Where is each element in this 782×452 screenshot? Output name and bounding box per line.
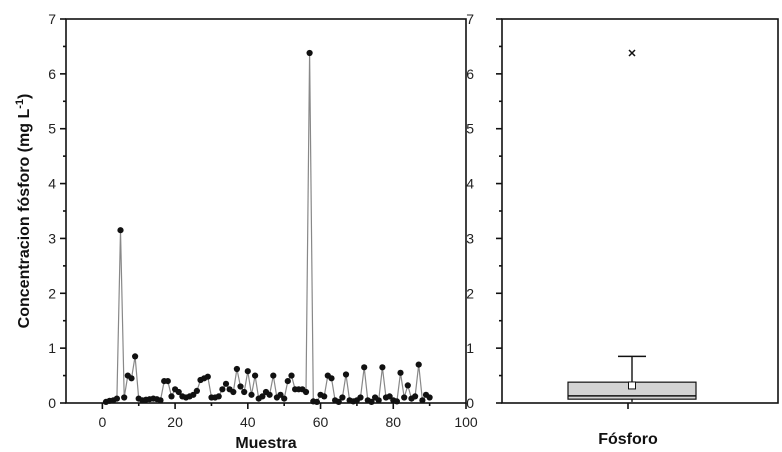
box-plot-axes: 0 1 2 3 4 5 6 7 [466,11,629,411]
data-point [302,388,310,396]
y-tick-label: 6 [48,66,56,82]
data-point [379,364,386,371]
data-point [412,393,419,400]
data-point [415,361,422,368]
data-point [117,227,124,234]
data-point [342,371,350,378]
box-y-tick-label: 6 [466,66,474,82]
data-point [157,397,164,404]
data-point [386,393,393,400]
data-point [368,398,375,405]
outlier-marker [628,49,636,57]
data-point [284,378,291,385]
data-point [306,49,313,57]
data-point [190,391,197,398]
data-point [244,368,251,375]
data-point [393,398,400,405]
data-point [397,369,404,376]
data-point [215,393,222,400]
y-tick-label: 7 [48,11,56,27]
data-point [237,383,244,390]
box-plot-x-axis-title: Fósforo [598,431,658,448]
data-point [401,394,408,401]
data-point [241,388,248,396]
box-y-tick-label: 7 [466,11,474,27]
y-tick-label: 4 [48,176,56,192]
x-tick-label: 40 [240,414,256,430]
y-tick-label: 1 [48,340,56,356]
data-point [426,394,433,401]
data-point [132,353,139,360]
line-plot-frame [65,18,467,404]
box-y-tick-label: 1 [466,340,474,356]
mean-marker [628,381,636,390]
data-point [361,364,368,371]
series-line [105,52,430,403]
box-y-tick-label: 5 [466,121,474,137]
data-point [175,388,182,396]
data-point [230,388,237,396]
data-point [128,375,135,382]
data-point [357,394,364,401]
x-tick-label: 60 [313,414,329,430]
data-point [252,372,259,379]
x-tick-label: 20 [167,414,183,430]
data-point [328,375,335,382]
x-tick-label: 80 [385,414,401,430]
y-tick-label: 0 [48,395,56,411]
data-point [313,398,320,405]
box-y-tick-label: 0 [466,395,474,411]
data-point [204,373,211,380]
data-point [168,393,175,400]
x-tick-label: 0 [98,414,106,430]
box-plot-frame [501,18,779,404]
data-point [277,391,284,398]
data-point [121,394,128,401]
data-point [321,393,328,400]
box-y-tick-label: 3 [466,230,474,246]
data-point [248,391,255,398]
data-point [259,393,266,400]
x-axis-title: Muestra [235,435,296,452]
y-tick-label: 5 [48,121,56,137]
y-axis-title: Concentracion fósforo (mg L-1) [14,94,33,329]
data-point [164,378,171,385]
data-point [270,372,277,379]
data-point [281,395,288,402]
line-plot-series [102,49,433,405]
y-tick-label: 2 [48,285,56,301]
data-point [233,365,240,373]
data-point [339,394,346,401]
x-tick-label: 100 [454,414,478,430]
data-point [419,397,426,404]
data-point [335,398,342,405]
box-plot [567,49,697,402]
data-point [375,397,382,404]
y-tick-label: 3 [48,230,56,246]
data-point [288,372,295,379]
data-point [219,386,226,393]
data-point [266,391,273,398]
data-point [222,380,230,387]
data-point [193,387,200,394]
box-y-tick-label: 2 [466,285,474,301]
data-point [404,382,411,389]
data-point [113,395,120,402]
box-y-tick-label: 4 [466,176,474,192]
